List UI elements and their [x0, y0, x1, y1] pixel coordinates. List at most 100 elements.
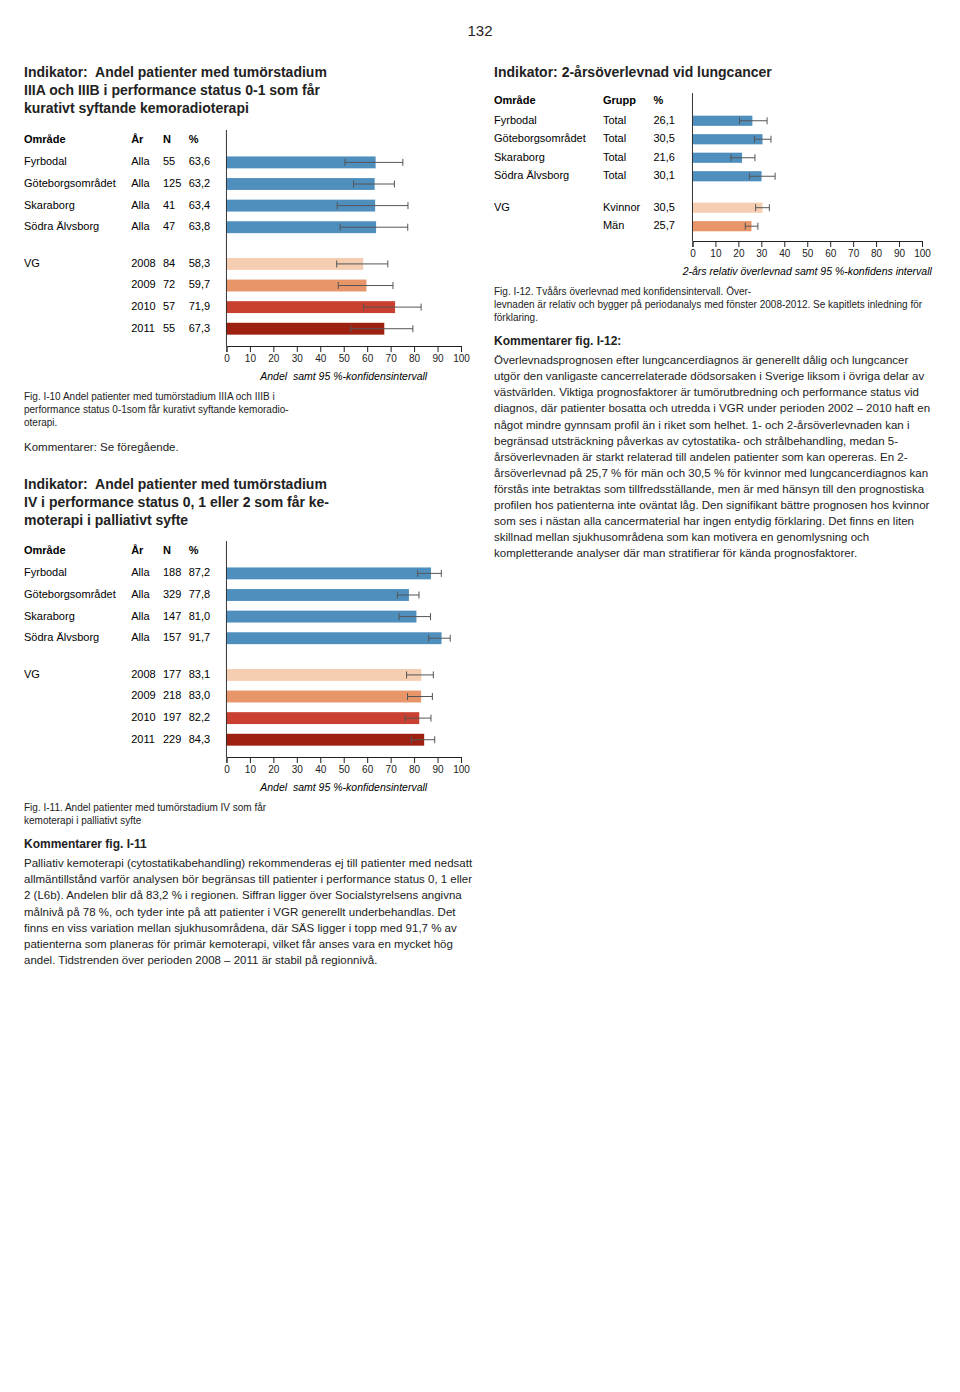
- data-label: 77,8: [189, 588, 210, 600]
- table-category: VG: [24, 668, 40, 680]
- x-tick: 0: [224, 757, 230, 775]
- x-tick: 20: [733, 241, 745, 259]
- table-cell: 47: [163, 220, 175, 232]
- table-cell: Total: [603, 169, 626, 181]
- x-tick: 80: [409, 757, 421, 775]
- note-text: Kommentarer: Se föregående.: [24, 439, 475, 455]
- chart-title: Indikator: Andel patienter med tumörstad…: [24, 63, 475, 118]
- note-text: Överlevnadsprognosen efter lungcancerdia…: [494, 352, 936, 561]
- error-bar: [740, 117, 768, 124]
- x-tick-mark: [367, 757, 368, 763]
- x-tick: 70: [386, 346, 398, 364]
- table-cell: Alla: [131, 567, 150, 579]
- data-label: 87,2: [189, 567, 210, 579]
- x-tick: 100: [453, 346, 470, 364]
- table-cell: 2008: [131, 668, 155, 680]
- error-bar: [418, 570, 442, 577]
- x-tick: 80: [409, 346, 421, 364]
- error-bar: [754, 136, 771, 143]
- error-bar: [745, 223, 758, 230]
- x-tick: 50: [802, 241, 814, 259]
- table: OmrådeÅrN%FyrbodalAlla5563,6Göteborgsomr…: [24, 132, 210, 333]
- table-cell: 55: [163, 155, 175, 167]
- column-1: Indikator: 2-årsöverlevnad vid lungcance…: [494, 63, 936, 581]
- x-tick-label: 60: [362, 764, 374, 775]
- table-cell: Alla: [131, 176, 150, 188]
- table-cell: 57: [163, 300, 175, 312]
- x-tick: 40: [779, 241, 791, 259]
- table-cell: 2009: [131, 278, 155, 290]
- data-label: 91,7: [189, 631, 210, 643]
- x-tick-mark: [692, 241, 693, 247]
- chart: 0102030405060708090100Andel samt 95 %-ko…: [24, 128, 475, 386]
- chart: 0102030405060708090100Andel samt 95 %-ko…: [24, 539, 475, 797]
- x-axis-line: [693, 242, 923, 248]
- x-tick-mark: [344, 346, 345, 352]
- x-tick: 100: [914, 241, 931, 259]
- error-bar: [338, 282, 393, 289]
- bar: [226, 611, 416, 623]
- x-tick-mark: [320, 346, 321, 352]
- x-tick-label: 0: [690, 248, 696, 259]
- table-header: %: [653, 94, 663, 106]
- data-label: 25,7: [653, 219, 674, 231]
- x-tick-label: 50: [339, 353, 351, 364]
- x-tick-label: 30: [756, 248, 768, 259]
- x-tick-mark: [297, 346, 298, 352]
- bar: [692, 134, 762, 144]
- x-axis: 0102030405060708090100: [690, 241, 931, 259]
- x-tick-label: 80: [871, 248, 883, 259]
- table-cell: Total: [603, 114, 626, 126]
- x-tick: 90: [894, 241, 906, 259]
- x-tick-mark: [273, 757, 274, 763]
- x-tick-label: 50: [339, 764, 351, 775]
- caption: Fig. I-10 Andel patienter med tumörstadi…: [24, 390, 475, 429]
- x-tick-mark: [738, 241, 739, 247]
- table-cell: 147: [163, 610, 181, 622]
- x-tick-label: 90: [894, 248, 906, 259]
- bar: [226, 568, 431, 580]
- x-tick-label: 90: [432, 764, 444, 775]
- x-tick-mark: [367, 346, 368, 352]
- table-cell: 2008: [131, 256, 155, 268]
- table-category: Fyrbodal: [24, 155, 67, 167]
- x-tick: 40: [315, 757, 327, 775]
- x-tick-label: 30: [292, 764, 304, 775]
- table-category: Göteborgsområdet: [24, 588, 116, 600]
- table-category: Södra Älvsborg: [24, 631, 99, 643]
- column-0: Indikator: Andel patienter med tumörstad…: [24, 63, 475, 988]
- error-bar: [351, 325, 413, 332]
- data-label: 26,1: [653, 114, 674, 126]
- x-tick-mark: [391, 757, 392, 763]
- x-tick-label: 70: [386, 764, 398, 775]
- x-tick: 60: [362, 757, 374, 775]
- x-tick: 70: [386, 757, 398, 775]
- x-tick-label: 100: [453, 764, 470, 775]
- x-tick-mark: [830, 241, 831, 247]
- table-cell: Kvinnor: [603, 201, 641, 213]
- x-tick-mark: [297, 757, 298, 763]
- x-tick: 90: [432, 346, 444, 364]
- x-tick-mark: [899, 241, 900, 247]
- caption: Fig. I-12. Tvåårs överlevnad med konfide…: [494, 285, 936, 324]
- x-axis-label: Andel samt 95 %-konfidensintervall: [259, 781, 428, 793]
- x-axis-label: 2-års relativ överlevnad samt 95 %-konfi…: [682, 265, 933, 277]
- error-bar: [345, 158, 403, 165]
- x-tick-label: 60: [825, 248, 837, 259]
- x-tick-label: 70: [848, 248, 860, 259]
- x-tick-mark: [807, 241, 808, 247]
- x-tick-mark: [344, 757, 345, 763]
- x-tick-mark: [715, 241, 716, 247]
- x-axis: 0102030405060708090100: [224, 757, 470, 775]
- data-label: 63,6: [189, 155, 210, 167]
- table-cell: 329: [163, 588, 181, 600]
- table-category: Göteborgsområdet: [24, 176, 116, 188]
- table-cell: 72: [163, 278, 175, 290]
- table-cell: 177: [163, 668, 181, 680]
- data-label: 82,2: [189, 711, 210, 723]
- error-bar: [749, 173, 775, 180]
- error-bar: [405, 715, 431, 722]
- x-tick-mark: [438, 757, 439, 763]
- chart-title: Indikator: Andel patienter med tumörstad…: [24, 475, 475, 530]
- x-tick-mark: [461, 757, 462, 763]
